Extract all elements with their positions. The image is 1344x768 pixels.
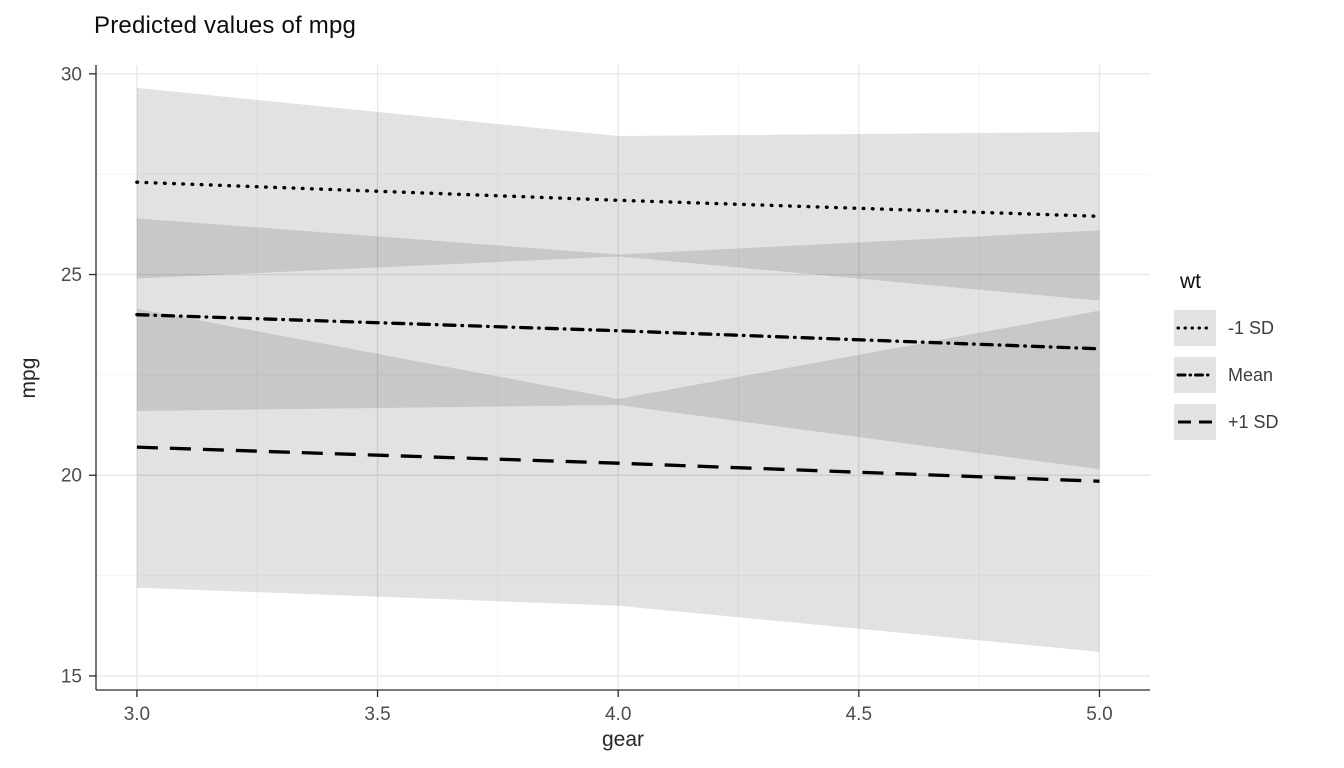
legend-item-label: +1 SD xyxy=(1228,411,1279,432)
legend-item: -1 SD xyxy=(1174,310,1340,346)
legend-key xyxy=(1174,357,1216,393)
legend: wt -1 SD Mean +1 SD xyxy=(1174,270,1340,451)
y-tick-label: 15 xyxy=(61,666,82,687)
y-tick-label: 25 xyxy=(61,265,82,286)
x-tick-label: 4.0 xyxy=(605,704,631,725)
x-tick-label: 4.5 xyxy=(846,704,872,725)
x-tick-label: 3.5 xyxy=(364,704,390,725)
legend-item: +1 SD xyxy=(1174,404,1340,440)
legend-item-label: Mean xyxy=(1228,364,1274,385)
legend-item: Mean xyxy=(1174,357,1340,393)
confidence-ribbon xyxy=(136,308,1100,652)
x-tick-label: 3.0 xyxy=(124,704,150,725)
series-line xyxy=(135,313,1102,351)
x-tick-label: 5.0 xyxy=(1086,704,1112,725)
confidence-ribbon xyxy=(136,87,1100,301)
y-tick-label: 20 xyxy=(61,466,82,487)
legend-items: -1 SD Mean +1 SD xyxy=(1174,310,1340,440)
series-line xyxy=(136,445,1100,483)
y-tick-label: 30 xyxy=(61,64,82,85)
x-axis-label: gear xyxy=(601,728,645,751)
confidence-ribbon xyxy=(136,218,1100,470)
legend-item-label: -1 SD xyxy=(1228,317,1275,338)
series-line xyxy=(135,180,1102,219)
legend-key xyxy=(1174,310,1216,346)
chart-title: Predicted values of mpg xyxy=(94,12,357,39)
legend-key-background xyxy=(1174,310,1216,346)
legend-key xyxy=(1174,404,1216,440)
legend-title: wt xyxy=(1180,270,1201,293)
